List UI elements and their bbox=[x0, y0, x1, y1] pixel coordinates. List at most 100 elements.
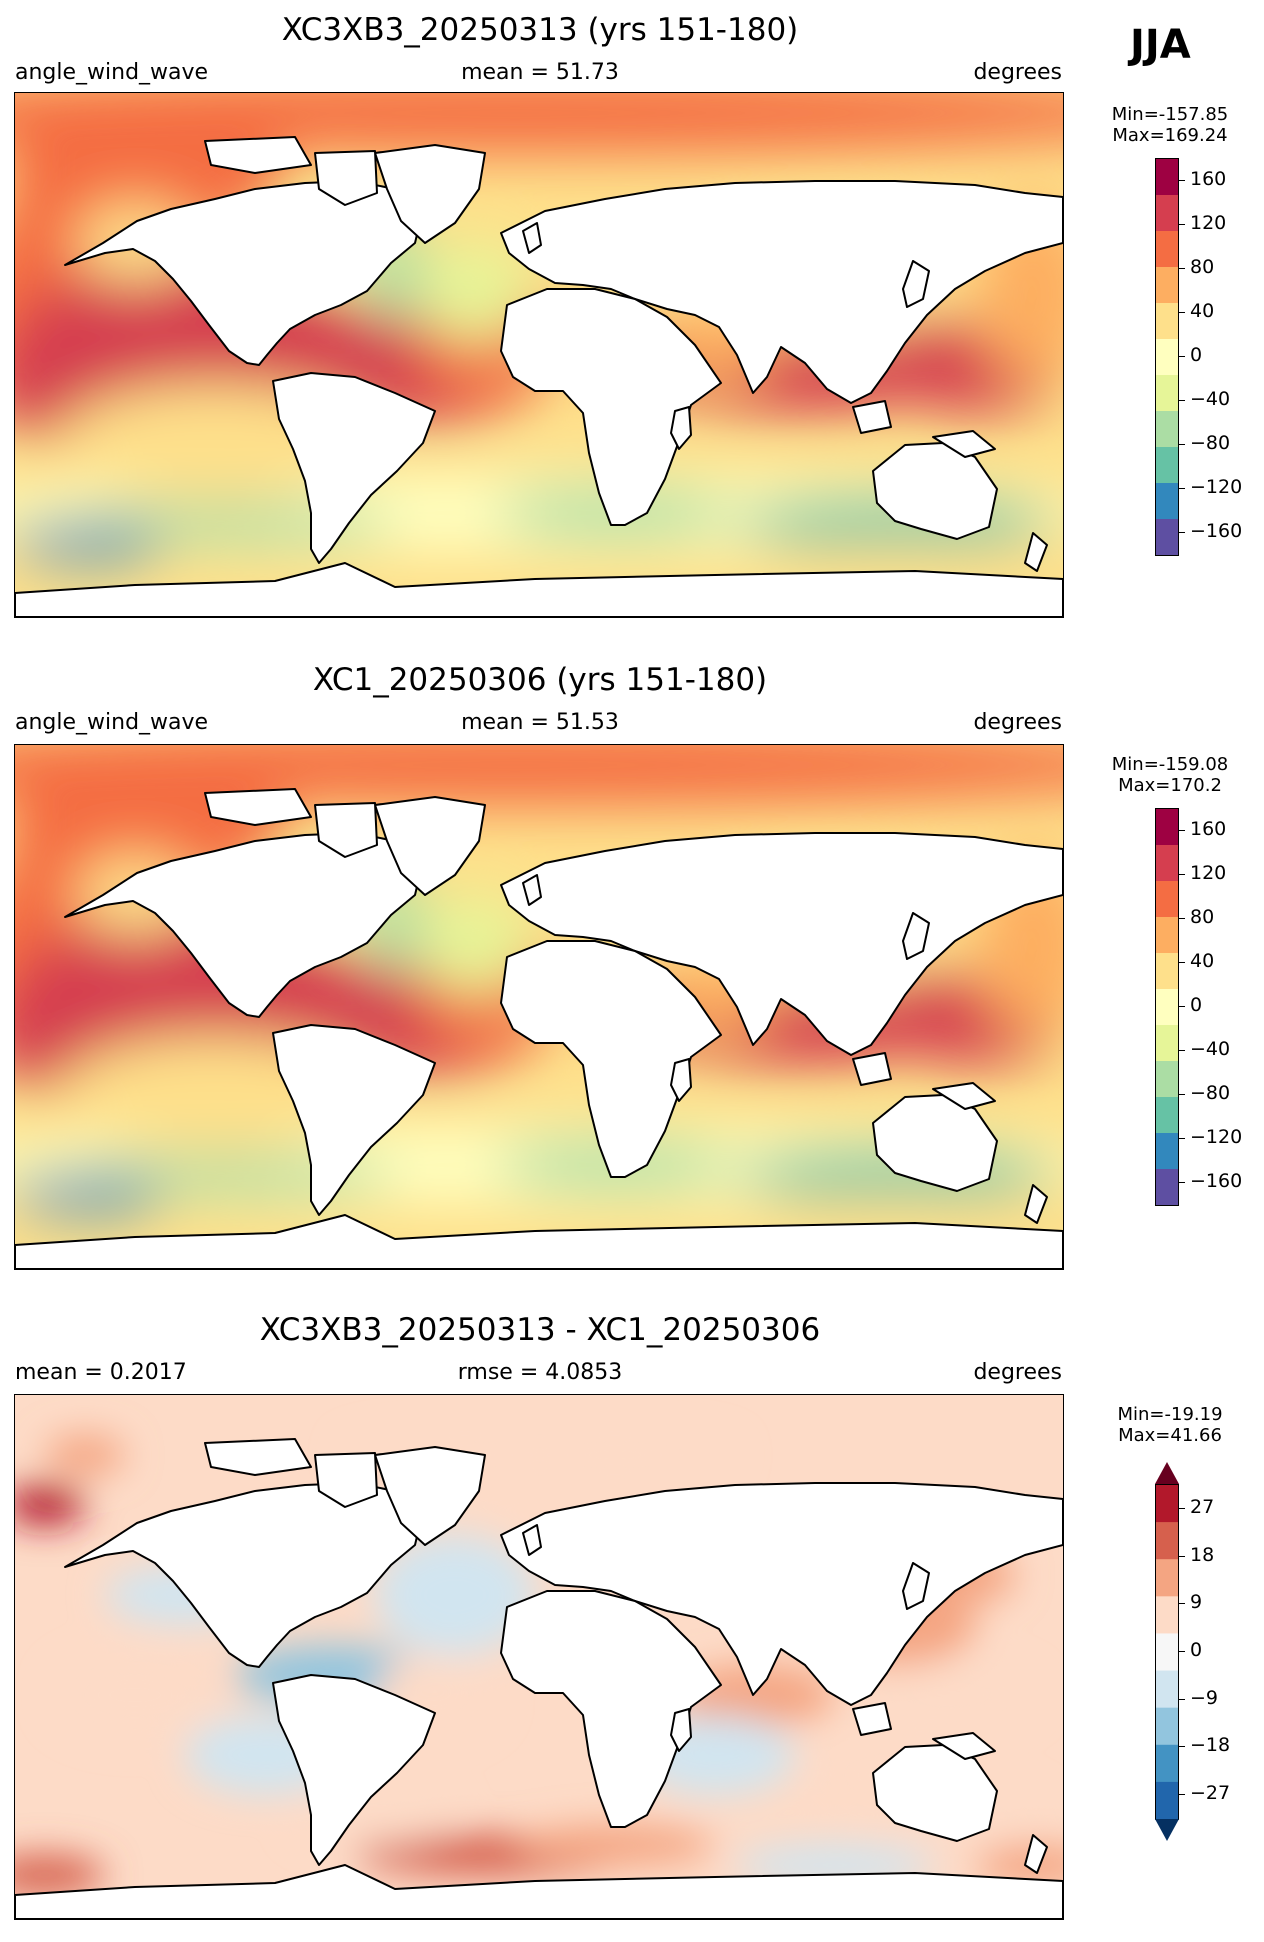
colorbar-segment bbox=[1156, 1485, 1178, 1523]
field-region bbox=[495, 1435, 735, 1475]
colorbar-segment bbox=[1156, 159, 1178, 196]
colorbar-segment bbox=[1156, 1559, 1178, 1597]
colorbar-tick-label: 40 bbox=[1190, 950, 1215, 972]
colorbar-segment bbox=[1156, 845, 1178, 882]
landmass-borneo bbox=[852, 400, 892, 434]
landmass-madagascar bbox=[670, 406, 692, 450]
panel-title: XC1_20250306 (yrs 151-180) bbox=[312, 662, 768, 698]
panel-difference: XC3XB3_20250313 - XC1_20250306 mean = 0.… bbox=[0, 1302, 1264, 1942]
map-canvas bbox=[15, 1395, 1063, 1919]
colorbar-tick-label: 40 bbox=[1190, 300, 1215, 322]
colorbar-segment bbox=[1156, 1781, 1178, 1819]
colorbar-tick-label: −160 bbox=[1190, 520, 1243, 542]
min-label: Min=-159.08 bbox=[1111, 754, 1229, 775]
colorbar-segment bbox=[1156, 1707, 1178, 1746]
map-canvas bbox=[15, 745, 1063, 1269]
map bbox=[14, 1394, 1064, 1920]
colorbar-segment bbox=[1156, 231, 1178, 268]
landmass-greenland bbox=[374, 144, 486, 244]
colorbar-segment bbox=[1156, 953, 1178, 990]
landmass-southAmerica bbox=[272, 372, 436, 564]
field-region bbox=[15, 1855, 105, 1895]
colorbar-segment bbox=[1156, 1097, 1178, 1134]
land-masses bbox=[15, 136, 1063, 617]
landmass-baffin bbox=[314, 150, 378, 206]
landmass-japan bbox=[902, 912, 930, 960]
colorbar-segment bbox=[1156, 447, 1178, 484]
landmass-africa bbox=[500, 940, 722, 1178]
field-region bbox=[15, 523, 165, 559]
colorbar-tick-label: −40 bbox=[1190, 388, 1231, 410]
colorbar-tick-label: 9 bbox=[1190, 1591, 1203, 1614]
landmass-southAmerica bbox=[272, 1024, 436, 1216]
landmass-arcticIslands bbox=[204, 1438, 312, 1476]
landmass-baffin bbox=[314, 1452, 378, 1508]
max-label: Max=41.66 bbox=[1118, 1425, 1222, 1446]
max-label: Max=169.24 bbox=[1112, 125, 1228, 146]
mean-label: mean = 0.2017 bbox=[15, 1360, 187, 1385]
landmass-greenland bbox=[374, 796, 486, 896]
landmass-uk bbox=[522, 222, 542, 254]
colorbar-tick-label: −18 bbox=[1190, 1734, 1231, 1757]
colorbar bbox=[1155, 808, 1179, 1206]
landmass-northAmerica bbox=[64, 832, 424, 1018]
colorbar-gradient bbox=[1156, 809, 1178, 1205]
colorbar-segment bbox=[1156, 375, 1178, 412]
landmass-northAmerica bbox=[64, 180, 424, 366]
field-region bbox=[515, 1825, 715, 1865]
colorbar-tick-label: 0 bbox=[1190, 344, 1203, 366]
landmass-africa bbox=[500, 288, 722, 526]
min-max-readout: Min=-157.85 Max=169.24 bbox=[1080, 104, 1260, 146]
colorbar-segment bbox=[1156, 809, 1178, 846]
landmass-madagascar bbox=[670, 1708, 692, 1752]
colorbar-segment bbox=[1156, 917, 1178, 954]
colorbar-segment bbox=[1156, 1061, 1178, 1098]
colorbar-tick-label: −9 bbox=[1190, 1686, 1219, 1709]
landmass-eurasia bbox=[500, 832, 1063, 1056]
landmass-newzealand bbox=[1024, 1184, 1048, 1224]
colorbar-segment bbox=[1156, 483, 1178, 520]
colorbar-tick-label: −80 bbox=[1190, 432, 1231, 454]
landmass-australia bbox=[872, 442, 998, 540]
colorbar-tick-label: 120 bbox=[1190, 862, 1227, 884]
panel-title: XC3XB3_20250313 (yrs 151-180) bbox=[281, 12, 799, 48]
map bbox=[14, 744, 1064, 1270]
landmass-borneo bbox=[852, 1052, 892, 1086]
colorbar-segment bbox=[1156, 411, 1178, 448]
colorbar-tick-label: 80 bbox=[1190, 906, 1215, 928]
landmass-australia bbox=[872, 1744, 998, 1842]
field-region bbox=[375, 1535, 535, 1655]
colorbar-tick-label: −120 bbox=[1190, 1126, 1243, 1148]
units-label: degrees bbox=[973, 710, 1062, 735]
landmass-newguinea bbox=[932, 1082, 996, 1110]
colorbar-segment bbox=[1156, 1169, 1178, 1205]
landmass-newzealand bbox=[1024, 1834, 1048, 1874]
colorbar-tick-label: −40 bbox=[1190, 1038, 1231, 1060]
landmass-borneo bbox=[852, 1702, 892, 1736]
colorbar-tick-label: 0 bbox=[1190, 1639, 1203, 1661]
colorbar-segment bbox=[1156, 1025, 1178, 1062]
mean-label: mean = 51.73 bbox=[461, 60, 619, 85]
colorbar-tick-label: 0 bbox=[1190, 994, 1203, 1016]
field-region bbox=[15, 1485, 85, 1525]
rmse-label: rmse = 4.0853 bbox=[457, 1360, 623, 1385]
landmass-baffin bbox=[314, 802, 378, 858]
colorbar-segment bbox=[1156, 1133, 1178, 1170]
land-masses bbox=[15, 788, 1063, 1269]
land-masses bbox=[15, 1438, 1063, 1919]
landmass-southAmerica bbox=[272, 1674, 436, 1866]
landmass-northAmerica bbox=[64, 1482, 424, 1668]
colorbar-segment bbox=[1156, 303, 1178, 340]
mean-label: mean = 51.53 bbox=[461, 710, 619, 735]
landmass-antarctica bbox=[15, 1864, 1063, 1919]
variable-label: angle_wind_wave bbox=[15, 60, 209, 85]
units-label: degrees bbox=[973, 60, 1062, 85]
landmass-arcticIslands bbox=[204, 136, 312, 174]
colorbar-tick-label: 120 bbox=[1190, 212, 1227, 234]
colorbar bbox=[1155, 158, 1179, 556]
map bbox=[14, 92, 1064, 618]
colorbar-tick-label: −80 bbox=[1190, 1082, 1231, 1104]
colorbar-tick-label: 27 bbox=[1190, 1495, 1215, 1518]
colorbar-extend-max bbox=[1155, 1462, 1179, 1484]
landmass-eurasia bbox=[500, 1482, 1063, 1706]
